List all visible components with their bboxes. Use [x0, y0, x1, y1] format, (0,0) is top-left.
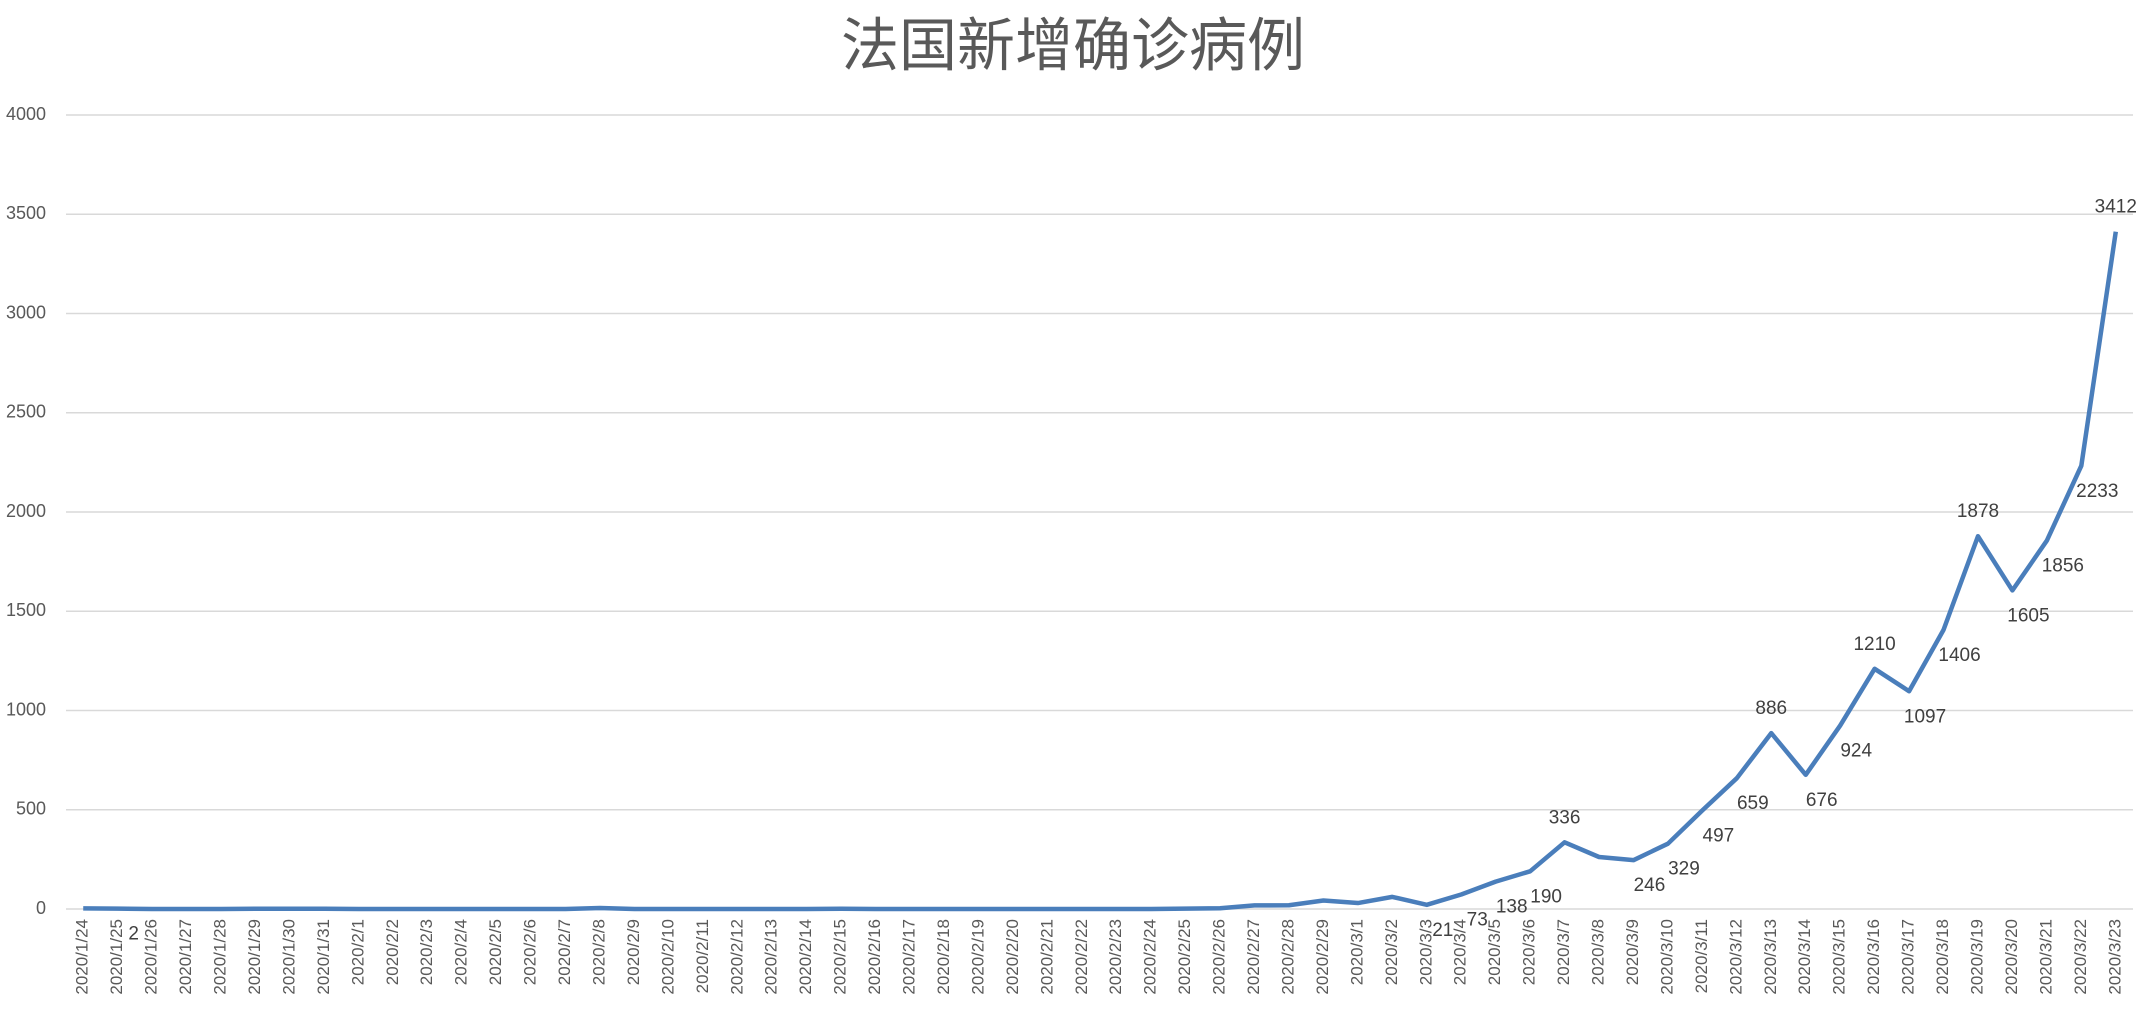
x-tick-label: 2020/3/9	[1623, 919, 1642, 985]
x-tick-label: 2020/2/17	[900, 919, 919, 995]
x-tick-label: 2020/3/16	[1864, 919, 1883, 995]
data-label: 138	[1496, 897, 1528, 918]
x-tick-label: 2020/3/18	[1933, 919, 1952, 995]
x-tick-label: 2020/2/8	[589, 919, 608, 985]
data-label: 1605	[2007, 605, 2049, 626]
data-label: 1856	[2042, 556, 2084, 577]
data-label: 886	[1755, 698, 1787, 719]
x-tick-label: 2020/3/6	[1520, 919, 1539, 985]
data-label: 2	[128, 924, 139, 945]
line-series	[83, 231, 2119, 912]
x-tick-label: 2020/2/19	[968, 919, 987, 995]
x-tick-label: 2020/3/10	[1657, 919, 1676, 995]
x-tick-label: 2020/3/3	[1416, 919, 1435, 985]
y-tick-label: 3000	[6, 302, 46, 322]
data-label: 1406	[1938, 645, 1980, 666]
x-tick-label: 2020/3/19	[1967, 919, 1986, 995]
x-tick-label: 2020/1/31	[314, 919, 333, 995]
y-tick-label: 2500	[6, 402, 46, 422]
x-tick-label: 2020/2/25	[1175, 919, 1194, 995]
x-tick-label: 2020/2/9	[624, 919, 643, 985]
y-tick-label: 0	[36, 898, 46, 918]
x-tick-label: 2020/2/27	[1244, 919, 1263, 995]
data-label: 676	[1806, 790, 1838, 811]
x-tick-label: 2020/2/3	[417, 919, 436, 985]
data-label: 2233	[2076, 481, 2118, 502]
data-label: 73	[1467, 910, 1488, 931]
x-tick-label: 2020/2/14	[796, 919, 815, 995]
data-label: 659	[1737, 793, 1769, 814]
x-tick-label: 2020/3/20	[2002, 919, 2021, 995]
x-tick-label: 2020/2/2	[383, 919, 402, 985]
x-tick-label: 2020/3/13	[1761, 919, 1780, 995]
data-label: 190	[1530, 886, 1562, 907]
x-tick-label: 2020/1/28	[211, 919, 230, 995]
x-tick-label: 2020/2/7	[555, 919, 574, 985]
data-label: 336	[1549, 807, 1581, 828]
x-tick-label: 2020/1/27	[176, 919, 195, 995]
data-label: 924	[1840, 741, 1872, 762]
x-tick-label: 2020/2/28	[1278, 919, 1297, 995]
y-tick-label: 4000	[6, 104, 46, 124]
x-tick-label: 2020/3/12	[1726, 919, 1745, 995]
x-tick-label: 2020/2/24	[1141, 919, 1160, 995]
x-tick-label: 2020/2/4	[452, 919, 471, 985]
x-tick-label: 2020/3/7	[1554, 919, 1573, 985]
x-tick-label: 2020/3/11	[1692, 919, 1711, 993]
x-tick-label: 2020/2/11	[693, 919, 712, 993]
x-tick-label: 2020/1/25	[107, 919, 126, 995]
x-tick-label: 2020/3/14	[1795, 919, 1814, 995]
x-tick-label: 2020/2/13	[762, 919, 781, 995]
y-tick-label: 1000	[6, 699, 46, 719]
x-tick-label: 2020/3/15	[1830, 919, 1849, 995]
x-tick-label: 2020/3/23	[2105, 919, 2124, 995]
y-tick-label: 3500	[6, 203, 46, 223]
x-tick-label: 2020/2/16	[865, 919, 884, 995]
x-tick-label: 2020/3/5	[1485, 919, 1504, 985]
data-label: 1097	[1904, 706, 1946, 727]
x-tick-label: 2020/1/29	[245, 919, 264, 995]
x-tick-label: 2020/2/6	[521, 919, 540, 985]
x-tick-label: 2020/2/12	[727, 919, 746, 995]
x-tick-label: 2020/2/29	[1313, 919, 1332, 995]
x-tick-label: 2020/3/4	[1451, 919, 1470, 985]
x-tick-label: 2020/2/21	[1037, 919, 1056, 995]
x-tick-label: 2020/1/30	[279, 919, 298, 995]
chart-title: 法国新增确诊病例	[841, 13, 1305, 78]
x-tick-label: 2020/3/1	[1347, 919, 1366, 985]
y-tick-label: 500	[16, 799, 46, 819]
x-tick-label: 2020/2/26	[1210, 919, 1229, 995]
x-tick-label: 2020/3/2	[1382, 919, 1401, 985]
data-label: 246	[1634, 875, 1666, 896]
x-tick-label: 2020/3/8	[1589, 919, 1608, 985]
data-label: 329	[1668, 859, 1700, 880]
data-label: 497	[1703, 825, 1735, 846]
x-tick-label: 2020/2/23	[1106, 919, 1125, 995]
data-label: 3412	[2095, 197, 2137, 218]
x-tick-label: 2020/2/10	[658, 919, 677, 995]
data-label: 1210	[1853, 634, 1895, 655]
x-tick-label: 2020/3/21	[2036, 919, 2055, 995]
x-tick-label: 2020/2/20	[1003, 919, 1022, 995]
y-tick-label: 1500	[6, 600, 46, 620]
x-tick-label: 2020/3/22	[2071, 919, 2090, 995]
x-tick-label: 2020/2/22	[1072, 919, 1091, 995]
data-label: 1878	[1957, 501, 1999, 522]
y-tick-label: 2000	[6, 501, 46, 521]
x-tick-label: 2020/2/15	[831, 919, 850, 995]
x-tick-label: 2020/2/18	[934, 919, 953, 995]
x-tick-label: 2020/2/1	[348, 919, 367, 985]
x-tick-label: 2020/2/5	[486, 919, 505, 985]
x-tick-label: 2020/1/26	[142, 919, 161, 995]
x-tick-label: 2020/1/24	[73, 919, 92, 995]
x-tick-label: 2020/3/17	[1899, 919, 1918, 995]
data-label: 21	[1432, 920, 1453, 941]
